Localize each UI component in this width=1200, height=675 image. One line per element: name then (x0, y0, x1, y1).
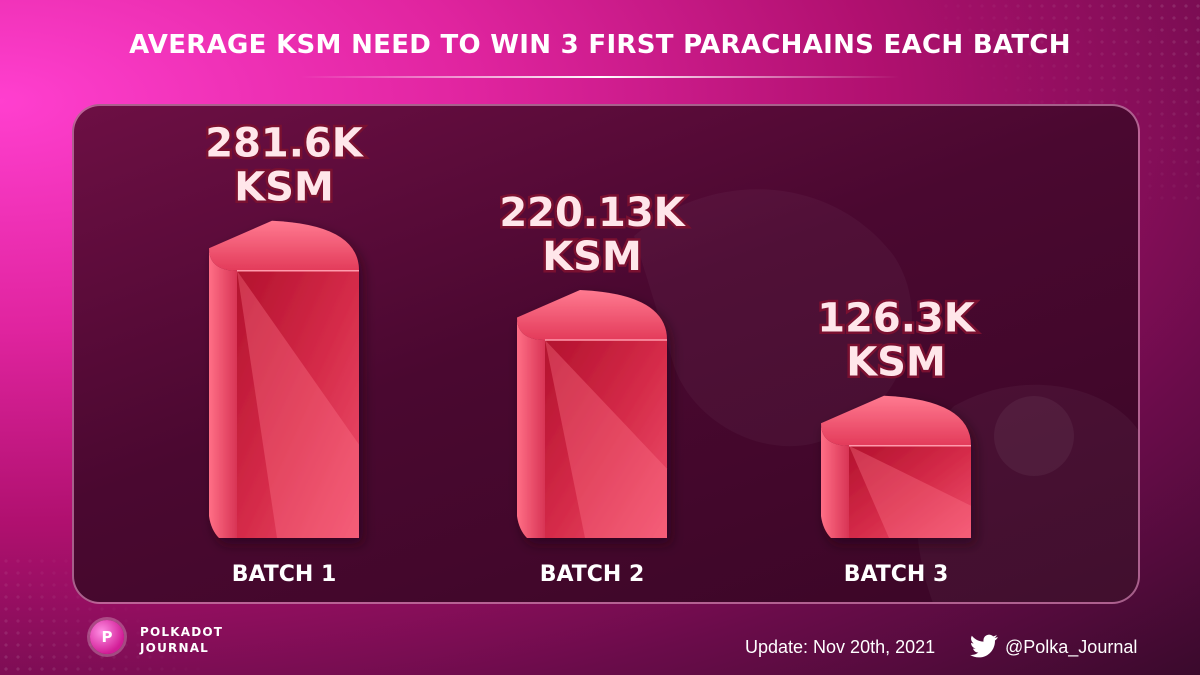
update-date: Update: Nov 20th, 2021 (745, 637, 936, 657)
value-label-1: 281.6K (205, 121, 365, 167)
bar-1 (209, 220, 359, 539)
chart-panel: 281.6K KSM BATCH 1 220.13K KSM BATCH 2 126.3K K… (72, 104, 1140, 604)
bar-2-highlight (545, 339, 667, 538)
bar-1-cap (209, 220, 359, 271)
bar-2-side (517, 317, 545, 538)
brand-line-1: POLKADOT (140, 625, 224, 639)
bar-1-side (209, 248, 237, 539)
twitter-bird-icon[interactable] (970, 634, 998, 658)
polkadot-journal-logo: P (90, 620, 124, 654)
twitter-handle[interactable]: @Polka_Journal (1005, 637, 1138, 657)
bar-1-highlight (237, 270, 359, 538)
bar-3-cap (821, 395, 971, 446)
category-label-1: BATCH 1 (232, 562, 337, 587)
value-label-2: 220.13K (499, 190, 686, 236)
page-title: AVERAGE KSM NEED TO WIN 3 FIRST PARACHAI… (129, 30, 1071, 60)
brand-line-2: JOURNAL (140, 641, 210, 655)
title-divider (300, 76, 900, 78)
logo-glyph: P (101, 628, 113, 646)
bar-3-side (821, 423, 849, 538)
bar-3-highlight (849, 445, 971, 538)
panel-decoration (916, 384, 1138, 602)
unit-label-1: KSM (234, 165, 334, 211)
bar-2 (517, 289, 667, 538)
bar-2-cap (517, 289, 667, 340)
unit-label-3: KSM (846, 340, 946, 386)
unit-label-2: KSM (542, 234, 642, 280)
value-label-3: 126.3K (817, 296, 977, 342)
brand-name: POLKADOT JOURNAL (140, 624, 223, 656)
category-label-2: BATCH 2 (540, 562, 645, 587)
bar-3 (821, 395, 971, 538)
category-label-3: BATCH 3 (844, 562, 949, 587)
